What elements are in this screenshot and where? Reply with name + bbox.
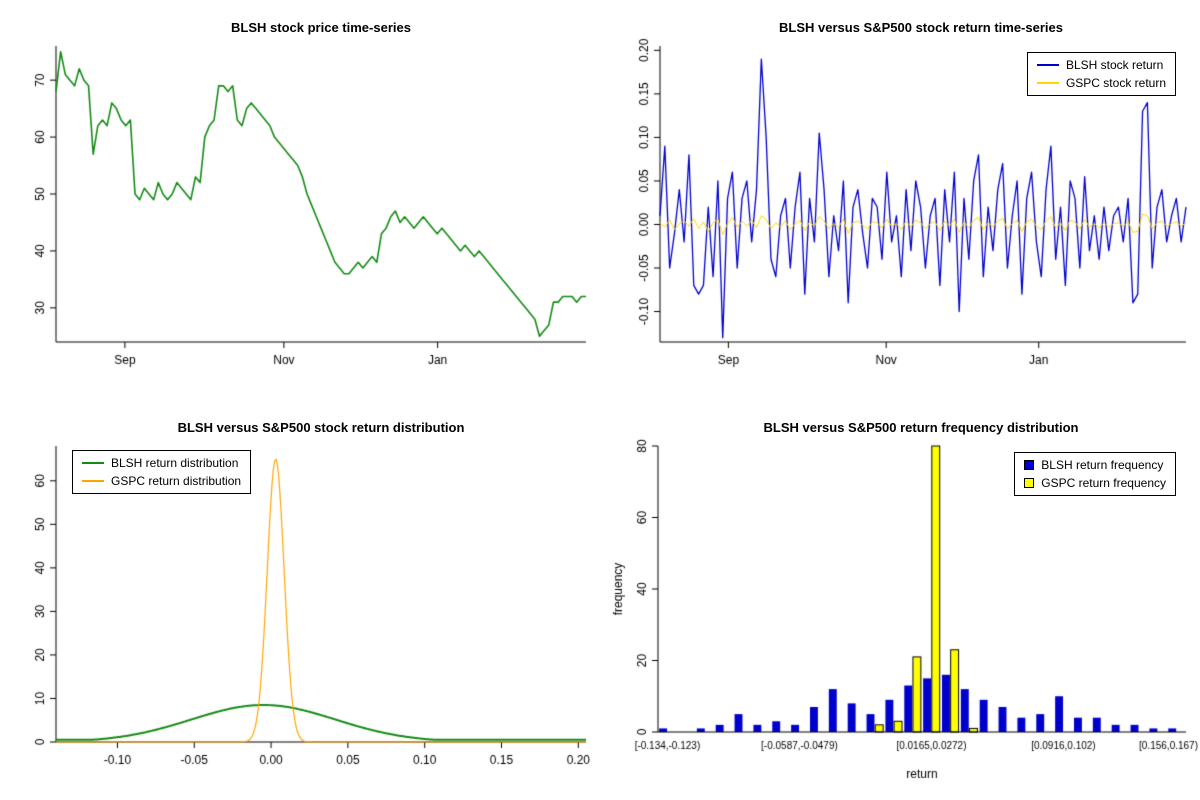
legend-label: BLSH return frequency xyxy=(1041,458,1164,472)
panel-density-chart: BLSH versus S&P500 stock return distribu… xyxy=(0,400,600,800)
price-chart-title: BLSH stock price time-series xyxy=(231,20,411,35)
histogram-chart-title: BLSH versus S&P500 return frequency dist… xyxy=(763,420,1079,435)
panel-histogram-chart: BLSH versus S&P500 return frequency dist… xyxy=(600,400,1200,800)
density-legend: BLSH return distribution GSPC return dis… xyxy=(72,450,252,494)
panel-price-chart: BLSH stock price time-series xyxy=(0,0,600,400)
legend-item: BLSH stock return xyxy=(1036,58,1166,72)
density-chart-title: BLSH versus S&P500 stock return distribu… xyxy=(177,420,465,435)
legend-label: GSPC return distribution xyxy=(111,474,242,488)
legend-label: BLSH return distribution xyxy=(111,456,239,470)
legend-item: GSPC return frequency xyxy=(1024,476,1166,490)
legend-label: BLSH stock return xyxy=(1065,58,1164,72)
gspc-density-line-swatch xyxy=(82,480,104,482)
legend-item: BLSH return frequency xyxy=(1024,458,1166,472)
panel-returns-chart: BLSH versus S&P500 stock return time-ser… xyxy=(600,0,1200,400)
returns-chart-title: BLSH versus S&P500 stock return time-ser… xyxy=(779,20,1063,35)
blsh-return-line-swatch xyxy=(1036,64,1059,66)
returns-legend: BLSH stock return GSPC stock return xyxy=(1026,52,1176,96)
histogram-legend: BLSH return frequency GSPC return freque… xyxy=(1014,452,1176,496)
legend-item: GSPC return distribution xyxy=(82,474,241,488)
legend-item: BLSH return distribution xyxy=(82,456,241,470)
legend-label: GSPC stock return xyxy=(1065,76,1166,90)
gspc-frequency-box-swatch xyxy=(1024,478,1035,488)
blsh-frequency-box-swatch xyxy=(1024,460,1035,470)
legend-label: GSPC return frequency xyxy=(1041,476,1166,490)
price-chart-canvas xyxy=(0,0,600,400)
blsh-density-line-swatch xyxy=(82,462,104,464)
legend-item: GSPC stock return xyxy=(1036,76,1166,90)
gspc-return-line-swatch xyxy=(1036,82,1059,84)
